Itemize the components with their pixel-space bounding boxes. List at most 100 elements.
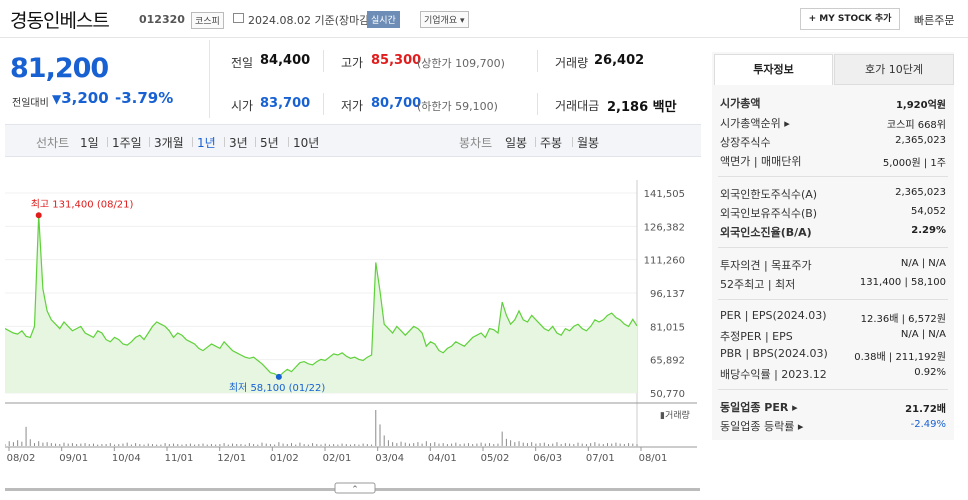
tab-period-3[interactable]: 3개월 — [154, 136, 184, 150]
low-label: 최저 58,100 (01/22) — [229, 382, 325, 394]
section-divider — [718, 176, 948, 177]
volume-value: 26,402 — [594, 53, 645, 68]
high-label: 고가 — [341, 56, 364, 70]
info-label: 시가총액 — [720, 97, 761, 110]
calendar-icon — [233, 13, 244, 23]
info-label: 액면가 | 매매단위 — [720, 155, 802, 168]
y-tick-label: 50,770 — [650, 389, 685, 400]
price-change: ▼3,200 — [52, 89, 109, 107]
x-tick-label: 08/02 — [7, 453, 36, 464]
volume-label: 거래량 — [555, 56, 589, 70]
info-value: 1,920억원 — [895, 100, 946, 111]
info-label[interactable]: 동일업종 등락률 ▸ — [720, 420, 804, 433]
tab-period-7[interactable]: 10년 — [293, 136, 320, 150]
lower-limit: (하한가 59,100) — [417, 100, 498, 113]
tab-separator — [255, 137, 256, 147]
tab-separator — [224, 137, 225, 147]
info-label: 외국인소진율(B/A) — [720, 226, 812, 239]
info-value: N/A | N/A — [900, 258, 946, 269]
price-chart[interactable]: 141,505 126,382 111,260 96,137 81,015 65,892 5… — [5, 160, 700, 500]
tab-candle-2[interactable]: 주봉 — [540, 136, 563, 150]
info-value: 12.36배 | 6,572원 — [860, 314, 946, 325]
x-tick-label: 03/04 — [375, 453, 404, 464]
basis-date: 2024.08.02 기준(장마감) — [248, 14, 374, 27]
tab-period-5[interactable]: 3년 — [229, 136, 248, 150]
price-change-pct: -3.79% — [115, 89, 174, 107]
amount-value: 2,186 백만 — [607, 100, 677, 115]
scroll-handle[interactable] — [334, 482, 376, 494]
prev-close-value: 84,400 — [260, 53, 311, 68]
info-label: 투자의견 | 목표주가 — [720, 259, 812, 272]
tab-order-book[interactable]: 호가 10단계 — [834, 54, 954, 85]
divider — [537, 50, 538, 72]
high-value: 85,300 — [371, 53, 422, 68]
info-value: -2.49% — [910, 419, 946, 430]
company-name: 경동인베스트 — [10, 10, 110, 32]
prev-close-label: 전일 — [231, 56, 254, 70]
candle-chart-label: 봉차트 — [459, 136, 493, 150]
tab-period-4[interactable]: 1년 — [197, 136, 216, 150]
price-area — [5, 215, 637, 393]
y-tick-label: 65,892 — [650, 356, 685, 367]
x-tick-label: 06/03 — [533, 453, 562, 464]
low-label: 저가 — [341, 99, 364, 113]
info-label: 배당수익률 | 2023.12 — [720, 368, 827, 381]
line-chart-label: 선차트 — [36, 136, 70, 150]
info-label: PER | EPS(2024.03) — [720, 309, 827, 322]
section-divider — [718, 389, 948, 390]
info-label: 외국인한도주식수(A) — [720, 188, 818, 201]
tab-investment-info[interactable]: 투자정보 — [714, 54, 833, 85]
tab-separator — [107, 137, 108, 147]
info-value: 2,365,023 — [895, 187, 946, 198]
low-value: 80,700 — [371, 96, 422, 111]
tab-separator — [288, 137, 289, 147]
x-tick-label: 08/01 — [639, 453, 668, 464]
x-tick-label: 05/02 — [481, 453, 510, 464]
tab-candle-1[interactable]: 일봉 — [505, 136, 528, 150]
x-tick-label: 12/01 — [217, 453, 246, 464]
my-stock-add-button[interactable]: + MY STOCK 추가 — [800, 8, 900, 30]
section-divider — [718, 299, 948, 300]
y-tick-label: 111,260 — [644, 256, 685, 267]
tab-period-6[interactable]: 5년 — [260, 136, 279, 150]
down-arrow-icon: ▼ — [52, 92, 62, 106]
quick-order-link[interactable]: 빠른주문 — [914, 14, 955, 27]
info-value: 2,365,023 — [895, 135, 946, 146]
info-value: 5,000원 | 1주 — [882, 158, 946, 169]
realtime-button[interactable]: 실시간 — [367, 11, 400, 28]
chevron-up-icon: ⌃ — [351, 485, 359, 495]
y-tick-label: 96,137 — [650, 289, 685, 300]
volume-legend: ▮거래량 — [660, 409, 690, 421]
open-value: 83,700 — [260, 96, 311, 111]
info-value: 54,052 — [911, 206, 946, 217]
x-tick-label: 02/01 — [323, 453, 352, 464]
stock-code: 012320 — [139, 13, 185, 26]
x-tick-label: 09/01 — [59, 453, 88, 464]
high-marker — [35, 212, 42, 219]
x-tick-label: 01/02 — [270, 453, 299, 464]
market-badge: 코스피 — [191, 12, 224, 29]
amount-label: 거래대금 — [555, 99, 600, 113]
current-price: 81,200 — [10, 53, 109, 84]
y-tick-label: 126,382 — [644, 222, 685, 233]
corp-info-dropdown[interactable]: 기업개요 ▾ — [420, 11, 469, 28]
chart-tab-bar — [5, 124, 701, 157]
info-value: 131,400 | 58,100 — [859, 277, 946, 288]
info-label[interactable]: 시가총액순위 ▸ — [720, 117, 790, 130]
price-box — [0, 40, 210, 118]
info-value: 코스피 668위 — [886, 120, 946, 131]
info-label[interactable]: 동일업종 PER ▸ — [720, 401, 798, 414]
low-marker — [275, 373, 282, 380]
info-value: 2.29% — [911, 225, 946, 236]
y-tick-label: 141,505 — [644, 189, 685, 200]
info-label: 추정PER | EPS — [720, 330, 793, 343]
tab-period-1[interactable]: 1일 — [80, 136, 99, 150]
section-divider — [718, 247, 948, 248]
tab-candle-3[interactable]: 월봉 — [577, 136, 600, 150]
tab-separator — [572, 137, 573, 147]
upper-limit: (상한가 109,700) — [417, 57, 505, 70]
tab-period-2[interactable]: 1주일 — [112, 136, 142, 150]
info-value: 0.92% — [914, 367, 946, 378]
x-tick-label: 11/01 — [165, 453, 194, 464]
info-value: N/A | N/A — [900, 329, 946, 340]
